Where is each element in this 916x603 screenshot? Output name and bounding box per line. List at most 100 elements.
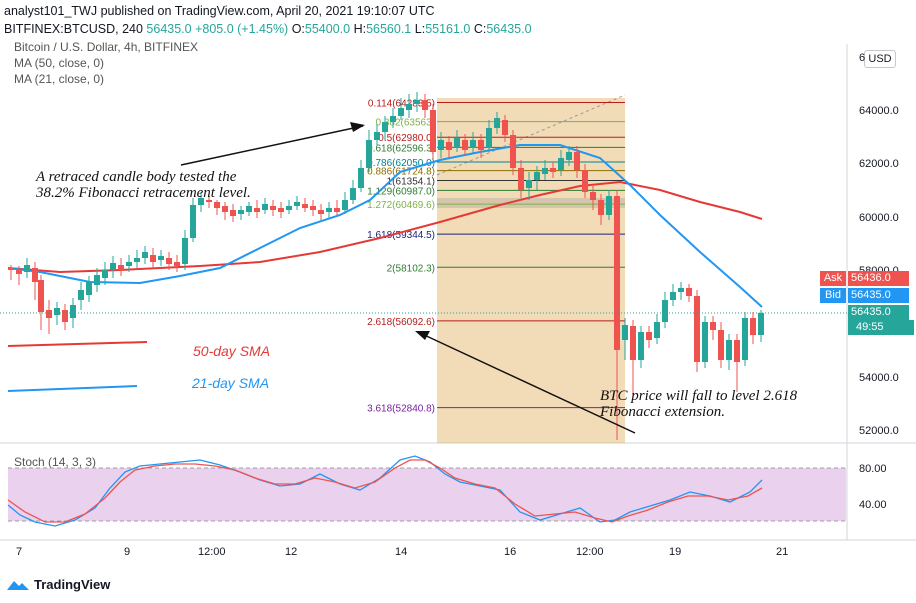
annotation-note1-line1: A retraced candle body tested the: [35, 169, 237, 185]
time-axis-label: 12:00: [576, 546, 604, 558]
annotation-arrow1: [180, 125, 364, 166]
candle-body: [302, 204, 308, 208]
high-value: 56560.1: [366, 22, 412, 36]
publisher-line: analyst101_TWJ published on TradingView.…: [4, 4, 435, 18]
stoch-legend[interactable]: Stoch (14, 3, 3): [14, 455, 97, 469]
candle-body: [734, 340, 740, 362]
high-label: H:: [353, 22, 367, 36]
candle-body: [294, 202, 300, 206]
candle-body: [446, 142, 452, 150]
last-price-tag: 56435.0: [848, 305, 909, 320]
bid-value: 56435.0: [848, 288, 909, 303]
candle-body: [24, 265, 30, 272]
candle-body: [286, 206, 292, 210]
fib-level-label: 1.618(59344.5): [367, 230, 435, 241]
price-axis-label-top: 6: [859, 52, 865, 64]
chart-title: Bitcoin / U.S. Dollar, 4h, BITFINEX: [14, 40, 199, 54]
candle-body: [534, 172, 540, 180]
candle-body: [430, 110, 436, 152]
candles: [8, 92, 764, 440]
candle-body: [742, 318, 748, 360]
fib-band: [437, 198, 625, 208]
candle-body: [454, 138, 460, 148]
stoch-axis-label: 40.00: [859, 499, 887, 511]
candle-body: [414, 100, 420, 104]
annotation-note2-line2: Fibonacci extension.: [599, 404, 725, 420]
open-value: 55400.0: [304, 22, 351, 36]
fib-level-label: 1.129(60987.0): [367, 186, 435, 197]
fib-level-label: 0.786(62050.0): [367, 158, 435, 169]
countdown-tag: 49:55: [848, 320, 914, 335]
candle-body: [238, 210, 244, 214]
candle-body: [510, 135, 516, 168]
price-axis-label: 54000.0: [859, 372, 899, 384]
candle-body: [318, 210, 324, 214]
candle-body: [134, 258, 140, 262]
candle-body: [590, 192, 596, 200]
time-axis-label: 19: [669, 546, 681, 558]
time-axis-label: 7: [16, 546, 22, 558]
candle-body: [566, 152, 572, 160]
candle-body: [54, 308, 60, 315]
candle-body: [110, 263, 116, 270]
ma50-legend[interactable]: MA (50, close, 0): [14, 56, 105, 70]
candle-body: [518, 168, 524, 190]
candle-body: [686, 288, 692, 296]
candle-body: [342, 200, 348, 210]
candle-body: [182, 238, 188, 264]
time-axis-label: 12: [285, 546, 297, 558]
candle-body: [758, 313, 764, 335]
stoch-k-line: [7, 455, 763, 527]
price-axis-label: 52000.0: [859, 425, 899, 437]
symbol-line: BITFINEX:BTCUSD, 240 56435.0 +805.0 (+1.…: [4, 22, 532, 36]
candle-body: [542, 168, 548, 174]
tradingview-logo[interactable]: TradingView: [6, 577, 110, 592]
candle-body: [678, 288, 684, 292]
candle-body: [262, 204, 268, 210]
candle-body: [646, 332, 652, 340]
candle-body: [358, 168, 364, 188]
sma50-key-label: 50-day SMA: [193, 343, 270, 359]
price-axis-label: 64000.0: [859, 105, 899, 117]
fib-trend-line: [436, 94, 626, 176]
candle-body: [166, 258, 172, 264]
candle-body: [32, 268, 38, 282]
sma21-key-line: [7, 385, 138, 392]
brand-text: TradingView: [34, 577, 111, 592]
candle-body: [718, 330, 724, 360]
price-axis-label: 60000.0: [859, 212, 899, 224]
candle-body: [16, 270, 22, 274]
candle-body: [86, 282, 92, 295]
candle-body: [366, 140, 372, 168]
candle-body: [78, 290, 84, 300]
candle-body: [670, 292, 676, 300]
ma21-legend[interactable]: MA (21, close, 0): [14, 72, 105, 86]
candle-body: [310, 206, 316, 210]
fib-level-label: 1(61354.1): [387, 177, 435, 188]
candle-body: [382, 122, 388, 132]
candle-body: [606, 196, 612, 215]
stoch-axis-label: 80.00: [859, 463, 887, 475]
candle-body: [638, 332, 644, 360]
candle-body: [334, 208, 340, 212]
publisher-text: analyst101_TWJ published on TradingView.…: [4, 4, 435, 18]
candle-body: [46, 310, 52, 318]
candle-body: [270, 206, 276, 210]
time-axis-label: 21: [776, 546, 788, 558]
annotation-note2-line1: BTC price will fall to level 2.618: [600, 388, 798, 404]
candle-body: [702, 322, 708, 362]
candle-body: [462, 140, 468, 150]
low-value: 55161.0: [425, 22, 471, 36]
candle-body: [150, 255, 156, 262]
candle-body: [726, 340, 732, 360]
candle-body: [390, 116, 396, 122]
candle-body: [598, 200, 604, 215]
candle-body: [254, 208, 260, 212]
low-label: L:: [414, 22, 426, 36]
sma21-key-label: 21-day SMA: [191, 375, 269, 391]
candle-body: [614, 196, 620, 350]
candle-body: [486, 128, 492, 148]
currency-badge[interactable]: USD: [864, 50, 896, 68]
sma50-key-line: [7, 341, 148, 347]
